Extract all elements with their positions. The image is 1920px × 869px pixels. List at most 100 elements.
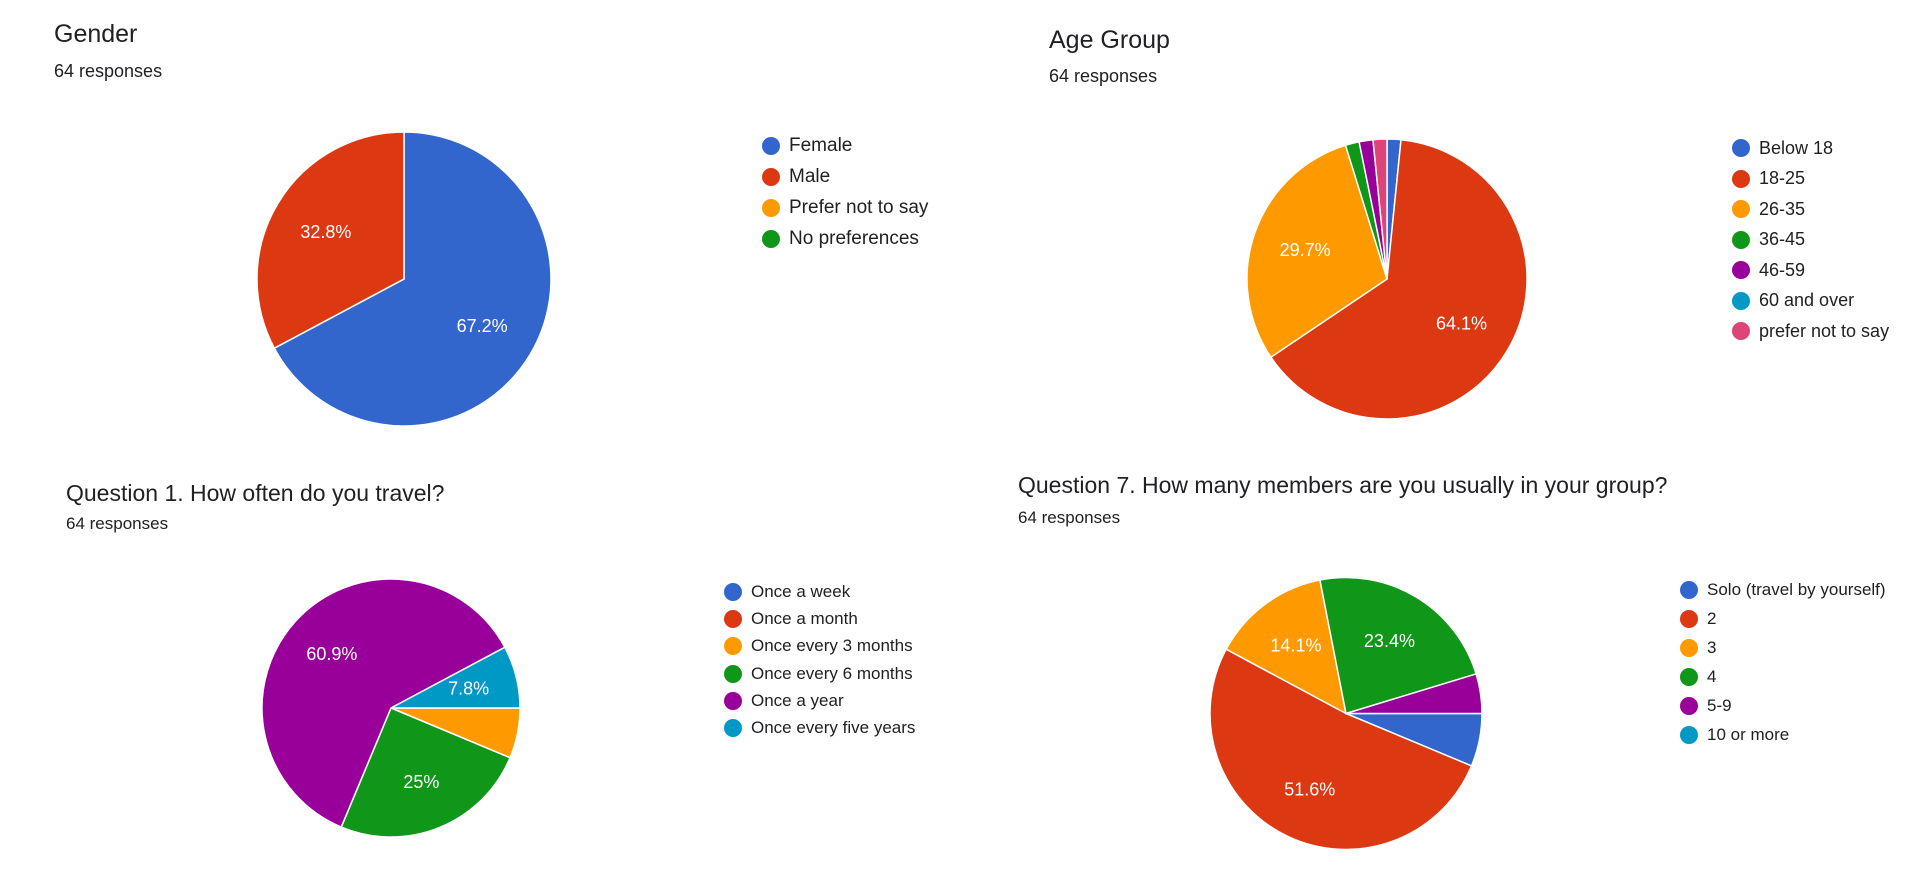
legend-label: Prefer not to say (789, 196, 929, 218)
legend-item-prefer-not-to-say: Prefer not to say (762, 192, 928, 223)
response-count: 64 responses (54, 61, 163, 81)
legend-swatch (1680, 580, 1698, 599)
legend-swatch (724, 637, 742, 656)
legend-label: Female (789, 134, 853, 156)
legend-label: 36-45 (1759, 229, 1806, 250)
legend-swatch (1732, 322, 1750, 341)
slice-label-2: 51.6% (1284, 780, 1335, 800)
gender-pie-chart: 67.2% 32.8% (256, 131, 552, 427)
pie-slice-5-9 (1345, 673, 1483, 715)
travel-frequency-pie-chart: 25% 60.9% 7.8% (261, 578, 521, 838)
legend-swatch (1680, 667, 1698, 686)
legend-swatch (1680, 725, 1698, 744)
legend-swatch (1732, 291, 1750, 310)
legend-item-once-a-week: Once a week (724, 578, 915, 605)
slice-label-3: 14.1% (1270, 636, 1321, 656)
pie-slice-26-35 (1246, 144, 1388, 359)
pie-slice-once-every-6-months (340, 707, 512, 838)
legend-label: 18-25 (1759, 168, 1806, 189)
legend-label: 10 or more (1707, 724, 1790, 744)
legend-swatch (724, 691, 742, 710)
chart-title: Age Group (1049, 26, 1170, 54)
legend-swatch (762, 136, 780, 155)
gender-legend: Female Male Prefer not to say No preference… (762, 130, 928, 254)
legend-label: 5-9 (1707, 695, 1732, 715)
slice-label-female: 67.2% (457, 316, 508, 336)
legend-item-no-preferences: No preferences (762, 223, 928, 254)
legend-item-10-or-more: 10 or more (1680, 720, 1886, 749)
slice-label-once-every-6-months: 25% (403, 772, 439, 792)
legend-swatch (1732, 261, 1750, 280)
legend-label: 3 (1707, 637, 1717, 657)
legend-swatch (1732, 139, 1750, 158)
legend-swatch (1680, 609, 1698, 628)
legend-swatch (762, 167, 780, 186)
legend-item-60-and-over: 60 and over (1732, 286, 1889, 317)
legend-item-below-18: Below 18 (1732, 133, 1889, 164)
legend-label: Once every 3 months (751, 636, 913, 656)
pie-slice-3 (1225, 579, 1348, 715)
legend-label: 4 (1707, 666, 1717, 686)
legend-label: 46-59 (1759, 259, 1806, 280)
legend-swatch (1732, 169, 1750, 188)
legend-item-36-45: 36-45 (1732, 225, 1889, 256)
slice-label-4: 23.4% (1364, 631, 1415, 651)
age-group-pie-chart: 64.1% 29.7% (1246, 138, 1528, 420)
legend-label: Below 18 (1759, 137, 1834, 158)
legend-item-46-59: 46-59 (1732, 255, 1889, 286)
legend-label: Male (789, 165, 831, 187)
legend-item-female: Female (762, 130, 928, 161)
legend-label: 26-35 (1759, 198, 1806, 219)
legend-swatch (1732, 230, 1750, 249)
legend-label: Once every 6 months (751, 663, 913, 683)
legend-item-4: 4 (1680, 662, 1886, 691)
legend-item-solo-travel-by-yourself: Solo (travel by yourself) (1680, 575, 1886, 604)
legend-swatch (724, 719, 742, 738)
legend-item-once-every-6-months: Once every 6 months (724, 660, 915, 687)
response-count: 64 responses (1049, 66, 1158, 86)
legend-label: Once a month (751, 608, 858, 628)
legend-swatch (762, 229, 780, 248)
legend-swatch (724, 582, 742, 601)
legend-swatch (1732, 200, 1750, 219)
travel-frequency-legend: Once a week Once a month Once every 3 mont… (724, 578, 915, 742)
legend-item-5-9: 5-9 (1680, 691, 1886, 720)
legend-item-26-35: 26-35 (1732, 194, 1889, 225)
legend-label: 60 and over (1759, 290, 1855, 311)
legend-label: Once every five years (751, 718, 916, 738)
age-group-legend: Below 18 18-25 26-35 36-45 46-59 60 and over p… (1732, 133, 1889, 347)
legend-swatch (1680, 638, 1698, 657)
legend-swatch (762, 198, 780, 217)
group-size-legend: Solo (travel by yourself) 2 3 4 5-9 10 or mor… (1680, 575, 1886, 749)
legend-swatch (724, 664, 742, 683)
legend-item-male: Male (762, 161, 928, 192)
chart-title: Question 7. How many members are you usu… (1018, 472, 1668, 498)
slice-label-18-25: 64.1% (1436, 314, 1487, 334)
response-count: 64 responses (1018, 508, 1121, 527)
group-size-pie-chart: 51.6% 14.1% 23.4% (1209, 576, 1483, 851)
pie-slice-18-25 (1269, 138, 1528, 420)
legend-label: No preferences (789, 227, 919, 249)
pie-slice-once-a-year (261, 578, 506, 829)
legend-item-once-a-month: Once a month (724, 605, 915, 632)
response-count: 64 responses (66, 514, 169, 533)
legend-label: 2 (1707, 608, 1717, 628)
pie-slice-4 (1319, 576, 1478, 715)
legend-label: Solo (travel by yourself) (1707, 579, 1886, 599)
pie-slice-2 (1209, 648, 1473, 851)
legend-item-3: 3 (1680, 633, 1886, 662)
legend-label: Once a year (751, 690, 844, 710)
slice-label-once-every-five-years: 7.8% (448, 679, 489, 699)
pie-slice-male (256, 131, 405, 350)
legend-item-2: 2 (1680, 604, 1886, 633)
legend-item-once-every-five-years: Once every five years (724, 714, 915, 741)
legend-label: prefer not to say (1759, 320, 1890, 341)
slice-label-male: 32.8% (300, 222, 351, 242)
legend-label: Once a week (751, 581, 851, 601)
legend-item-prefer-not-to-say: prefer not to say (1732, 316, 1889, 347)
legend-swatch (724, 609, 742, 628)
legend-item-once-every-3-months: Once every 3 months (724, 633, 915, 660)
legend-item-18-25: 18-25 (1732, 164, 1889, 195)
slice-label-26-35: 29.7% (1280, 240, 1331, 260)
pie-slice-once-every-five-years (390, 646, 521, 709)
